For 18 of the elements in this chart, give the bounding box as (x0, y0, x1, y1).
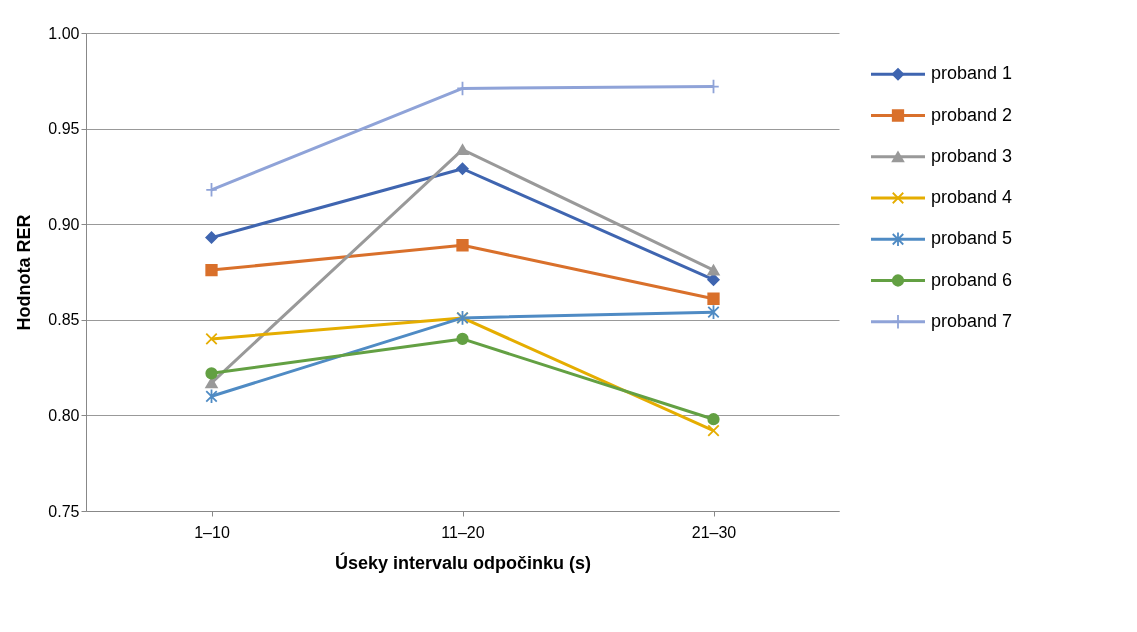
legend-label: proband 4 (931, 187, 1013, 207)
legend-label: proband 1 (931, 63, 1013, 84)
y-tick-label: 1.00 (48, 24, 80, 42)
legend-label: proband 7 (931, 310, 1013, 331)
y-tick-label: 0.95 (48, 120, 80, 138)
x-axis-title: Úseky intervalu odpočinku (s) (334, 551, 592, 573)
y-tick-label: 0.85 (48, 311, 80, 329)
y-tick-label: 0.80 (48, 406, 80, 424)
legend-label: proband 2 (931, 104, 1013, 125)
legend-label: proband 3 (931, 145, 1013, 166)
y-tick-label: 0.75 (48, 502, 80, 520)
legend-label: proband 5 (931, 228, 1013, 249)
legend-label: proband 6 (931, 269, 1013, 290)
x-tick-label: 21–30 (691, 523, 737, 541)
x-tick-label: 1–10 (194, 523, 230, 541)
x-tick-label: 11–20 (441, 523, 485, 541)
y-tick-label: 0.90 (48, 215, 80, 233)
y-axis-title: Hodnota RER (14, 214, 35, 331)
